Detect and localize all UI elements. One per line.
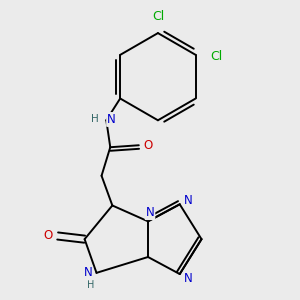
Text: N: N [83,266,92,279]
Text: N: N [184,272,193,284]
Text: Cl: Cl [152,10,164,23]
Text: N: N [107,113,116,126]
Text: H: H [87,280,94,290]
Text: O: O [44,230,53,242]
Text: H: H [91,115,99,124]
Text: N: N [184,194,193,207]
Text: N: N [146,206,154,219]
Text: O: O [143,139,152,152]
Text: Cl: Cl [210,50,222,63]
